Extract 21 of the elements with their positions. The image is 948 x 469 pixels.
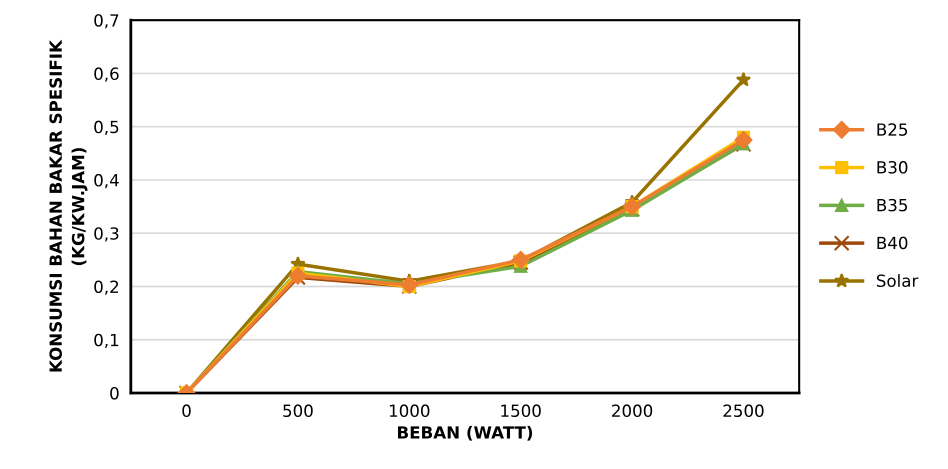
legend-label: B25 (877, 123, 908, 136)
y-tick-label: 0,3 (94, 227, 118, 242)
y-tick-label: 0,6 (94, 67, 119, 82)
y-tick-label: 0,5 (94, 120, 118, 135)
x-tick-label: 1000 (390, 404, 430, 418)
legend-label: B40 (877, 236, 908, 250)
y-axis-title: KONSUMSI BAHAN BAKAR SPESIFIK (KG/KW.JAM) (49, 40, 88, 372)
x-tick-label: 0 (182, 404, 191, 418)
x-tick-label: 500 (283, 404, 313, 418)
legend-label: B30 (877, 161, 908, 174)
y-tick-label: 0,7 (94, 14, 118, 28)
y-tick-label: 0,4 (94, 174, 119, 188)
x-tick-label: 1500 (501, 404, 541, 418)
x-axis-title: BEBAN (WATT) (398, 426, 532, 441)
x-tick-label: 2500 (723, 404, 764, 418)
x-tick-label: 2000 (612, 404, 652, 418)
legend-label: Solar (876, 274, 918, 288)
y-tick-label: 0 (110, 386, 119, 400)
y-tick-label: 0,2 (94, 280, 118, 295)
y-tick-label: 0,1 (94, 334, 118, 348)
legend-label: B35 (877, 198, 908, 212)
